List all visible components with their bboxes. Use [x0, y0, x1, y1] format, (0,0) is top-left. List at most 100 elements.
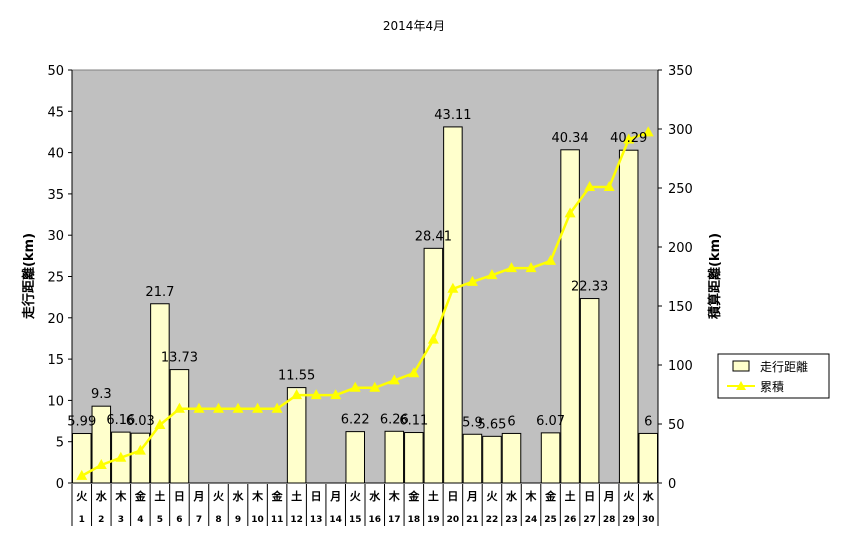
y-right-tick-label: 0: [668, 477, 676, 492]
x-tick-day: 27: [583, 515, 596, 525]
y-left-tick-label: 0: [56, 477, 64, 492]
x-tick-day: 12: [290, 515, 303, 525]
x-tick-day: 24: [525, 515, 538, 525]
x-tick-weekday: 月: [329, 490, 341, 503]
x-tick-day: 20: [447, 515, 460, 525]
x-tick-weekday: 水: [506, 489, 518, 503]
bar-data-label: 13.73: [161, 351, 198, 366]
cumulative-marker: [213, 402, 224, 413]
y-left-tick-label: 50: [47, 64, 64, 79]
cumulative-marker: [447, 282, 459, 293]
y-axis-left-label: 走行距離(km): [21, 233, 37, 319]
x-tick-day: 26: [564, 515, 577, 525]
bar-data-label: 6.03: [126, 414, 155, 429]
y-left-tick-label: 35: [47, 188, 64, 203]
cumulative-marker: [95, 458, 107, 469]
cumulative-marker: [427, 333, 439, 344]
x-tick-day: 4: [137, 515, 143, 525]
bar-data-label: 6: [644, 414, 652, 429]
cumulative-marker: [525, 262, 537, 273]
cumulative-marker: [623, 133, 635, 144]
bar: [286, 387, 307, 484]
x-tick-weekday: 月: [466, 490, 478, 503]
y-left-tick-label: 25: [47, 271, 64, 286]
bar: [618, 149, 639, 484]
x-tick-day: 19: [427, 515, 440, 525]
x-tick-day: 29: [622, 515, 635, 525]
bar-data-label: 5.9: [462, 415, 483, 430]
bar-data-label: 28.41: [415, 229, 452, 244]
cumulative-marker: [369, 381, 381, 392]
bar-data-label: 6.07: [536, 414, 565, 429]
bar: [482, 435, 502, 484]
y-right-tick-label: 100: [668, 359, 693, 374]
x-tick-day: 14: [329, 515, 342, 525]
x-tick-weekday: 日: [584, 490, 595, 503]
cumulative-marker: [173, 402, 185, 413]
y-right-tick-label: 250: [668, 182, 693, 197]
legend: 走行距離 累積: [717, 353, 830, 399]
cumulative-marker: [252, 402, 264, 413]
cumulative-marker: [408, 367, 420, 378]
bar-data-label: 6: [507, 414, 515, 429]
bar: [501, 432, 522, 484]
bar: [384, 430, 405, 484]
x-tick-day: 10: [251, 515, 264, 525]
cumulative-marker: [486, 269, 498, 280]
y-axis-right-label: 積算距離(km): [707, 233, 723, 320]
legend-bar-swatch: [732, 360, 750, 372]
y-right-tick-label: 200: [668, 241, 693, 256]
y-left-tick-label: 5: [56, 436, 64, 451]
x-tick-day: 30: [642, 515, 655, 525]
legend-line-label: 累積: [760, 379, 784, 394]
bar: [169, 369, 190, 484]
bar: [404, 432, 424, 484]
cumulative-marker: [388, 374, 400, 385]
x-tick-weekday: 土: [291, 489, 302, 503]
cumulative-marker: [349, 381, 361, 392]
x-tick-day: 25: [544, 515, 557, 525]
x-tick-day: 21: [466, 515, 479, 525]
cumulative-marker: [584, 180, 596, 191]
bar-data-label: 22.33: [571, 280, 608, 295]
bar-data-label: 6.26: [380, 412, 409, 427]
bar-data-label: 21.7: [145, 285, 174, 300]
x-tick-weekday: 月: [603, 490, 615, 503]
plot-area: 0510152025303540455005010015020025030035…: [47, 64, 693, 526]
x-tick-weekday: 土: [154, 489, 165, 503]
x-tick-day: 2: [98, 515, 104, 525]
x-tick-day: 16: [369, 515, 382, 525]
cumulative-marker: [564, 207, 576, 218]
bar: [540, 432, 561, 484]
cumulative-marker: [310, 389, 322, 400]
x-tick-weekday: 火: [76, 490, 88, 503]
x-tick-weekday: 土: [428, 489, 439, 503]
y-left-tick-label: 40: [47, 147, 64, 162]
bar: [345, 431, 366, 484]
x-tick-weekday: 火: [350, 490, 362, 503]
x-tick-weekday: 日: [174, 490, 185, 503]
bar-data-label: 40.34: [551, 131, 588, 146]
x-tick-day: 11: [271, 515, 284, 525]
bar: [579, 298, 600, 484]
x-tick-weekday: 日: [311, 490, 322, 503]
x-tick-weekday: 金: [134, 489, 147, 503]
cumulative-marker: [330, 389, 342, 400]
cumulative-marker: [506, 262, 517, 273]
cumulative-marker: [115, 451, 127, 462]
bar: [150, 303, 170, 484]
y-left-tick-label: 15: [47, 353, 64, 368]
bar-data-label: 6.22: [341, 413, 370, 428]
y-right-tick-label: 50: [668, 418, 685, 433]
legend-line-marker: [736, 381, 746, 390]
x-tick-weekday: 金: [271, 489, 284, 503]
y-left-tick-label: 10: [47, 394, 64, 409]
x-tick-weekday: 金: [544, 489, 557, 503]
bar: [423, 247, 444, 484]
x-tick-weekday: 火: [486, 490, 498, 503]
bar-data-label: 6.16: [106, 413, 135, 428]
x-tick-day: 9: [235, 515, 241, 525]
cumulative-marker: [271, 402, 283, 413]
x-tick-weekday: 金: [407, 489, 420, 503]
x-tick-weekday: 木: [388, 489, 401, 503]
